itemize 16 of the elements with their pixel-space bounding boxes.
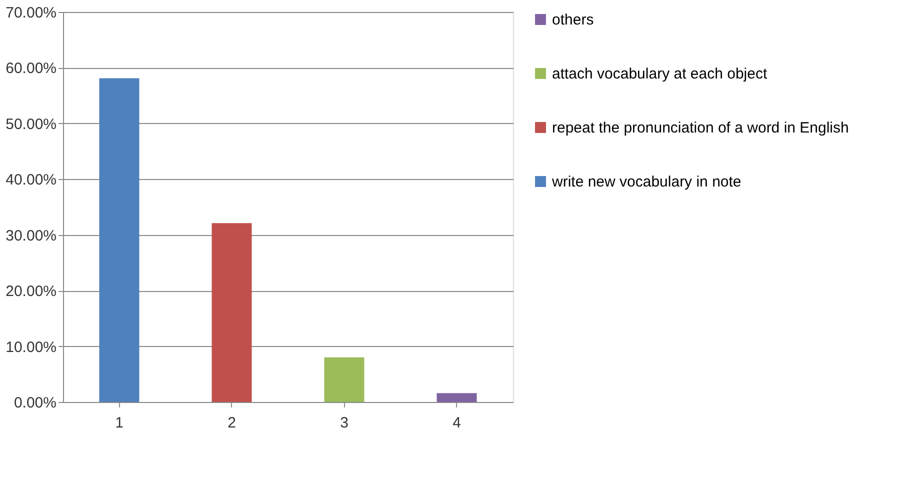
y-tick-label: 40.00% bbox=[6, 172, 56, 189]
y-tick-label: 0.00% bbox=[14, 394, 56, 412]
legend-label: write new vocabulary in note bbox=[551, 174, 742, 190]
x-tick-label: 1 bbox=[115, 414, 124, 432]
y-tick-label: 50.00% bbox=[6, 116, 56, 133]
y-tick-label: 70.00% bbox=[6, 4, 56, 22]
legend-label: repeat the pronunciation of a word in English bbox=[552, 120, 849, 136]
y-tick-label: 10.00% bbox=[6, 338, 56, 356]
x-tick-label: 2 bbox=[228, 414, 236, 432]
legend-label: attach vocabulary at each object bbox=[552, 66, 768, 82]
y-tick-label: 60.00% bbox=[6, 60, 56, 78]
legend-label: others bbox=[552, 12, 594, 28]
y-tick-label: 20.00% bbox=[6, 283, 56, 300]
x-tick-label: 4 bbox=[452, 414, 461, 432]
x-tick-label: 3 bbox=[340, 414, 348, 432]
y-tick-label: 30.00% bbox=[6, 227, 56, 244]
